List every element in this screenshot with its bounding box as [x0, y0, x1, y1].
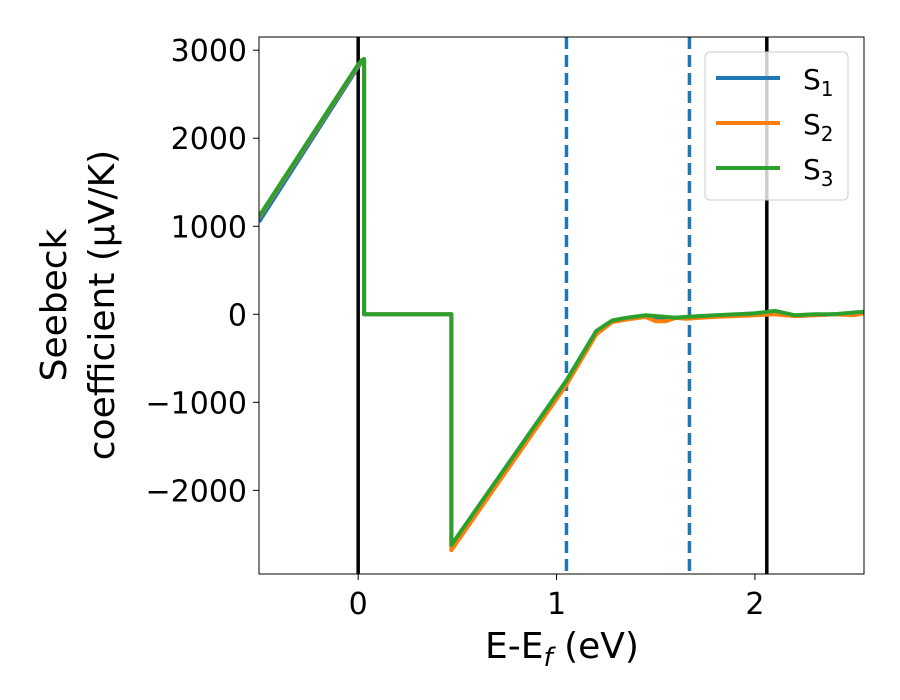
- x-tick-label: 1: [547, 587, 566, 622]
- legend-label-1: S1: [803, 63, 834, 101]
- legend-box: [704, 51, 849, 201]
- y-axis-title-line2: coefficient (μV/K): [82, 150, 123, 460]
- plot-frame: [258, 36, 865, 575]
- x-axis-title: E-Ef (eV): [485, 626, 639, 673]
- legend-label-2: S2: [803, 108, 834, 146]
- series-line-3: [259, 57, 864, 547]
- y-axis-title: Seebeck coefficient (μV/K): [34, 150, 123, 460]
- y-axis: −2000 −1000 0 1000 2000 3000: [146, 34, 259, 509]
- y-axis-title-line1: Seebeck: [34, 228, 75, 381]
- y-tick-label: −2000: [146, 474, 247, 509]
- y-tick-label: 1000: [171, 210, 247, 245]
- x-tick-label: 2: [745, 587, 764, 622]
- y-tick-label: 0: [228, 298, 247, 333]
- x-axis: 0 1 2: [349, 574, 764, 622]
- x-tick-label: 0: [349, 587, 368, 622]
- legend-label-3: S3: [803, 153, 834, 191]
- y-tick-label: 2000: [171, 122, 247, 157]
- y-tick-label: −1000: [146, 386, 247, 421]
- y-tick-label: 3000: [171, 34, 247, 69]
- legend: S1 S2 S3: [704, 51, 849, 201]
- series-lines: [259, 57, 864, 553]
